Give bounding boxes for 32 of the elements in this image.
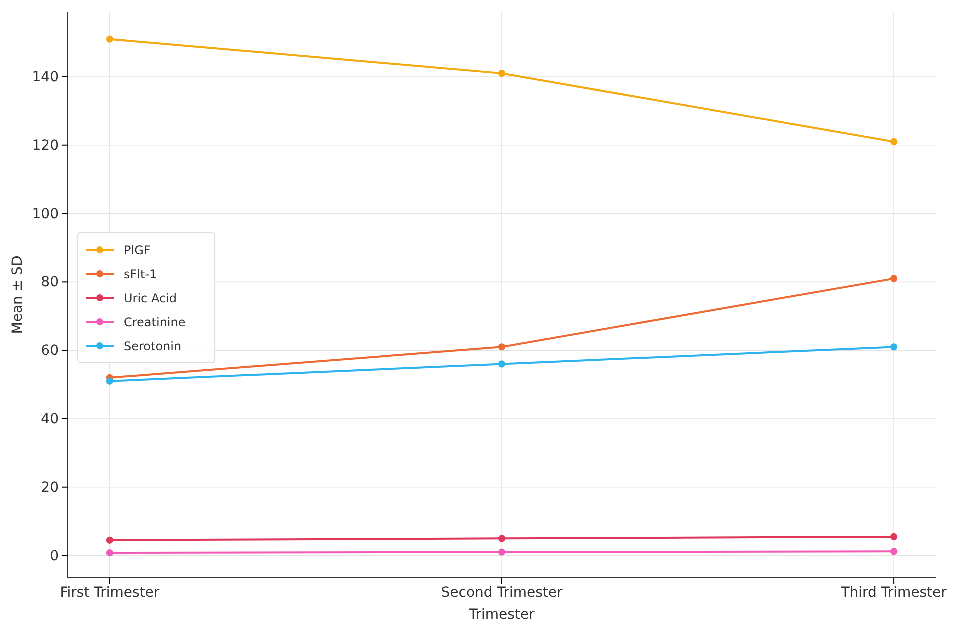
point [498, 548, 506, 556]
y-tick-label: 80 [41, 274, 59, 291]
point [106, 36, 114, 43]
point [890, 275, 898, 282]
legend-label: sFlt-1 [124, 268, 158, 282]
y-tick-label: 140 [32, 69, 59, 86]
point [890, 138, 898, 146]
y-tick-label: 0 [50, 548, 59, 564]
x-tick-label: Third Trimester [840, 584, 948, 601]
point [890, 344, 898, 351]
point [498, 535, 506, 542]
x-tick-label: First Trimester [60, 584, 160, 601]
x-tick-label: Second Trimester [441, 584, 563, 601]
y-tick-label: 60 [41, 343, 59, 360]
point [498, 344, 506, 351]
y-tick-label: 20 [41, 480, 59, 496]
point [106, 536, 114, 544]
y-axis-title: Mean ± SD [10, 256, 26, 334]
point [106, 378, 114, 385]
point [890, 548, 898, 556]
legend-label: Uric Acid [124, 292, 178, 306]
point [890, 533, 898, 541]
point [498, 360, 506, 368]
legend-label: Serotonin [124, 340, 182, 354]
y-tick-label: 100 [32, 206, 59, 222]
y-tick-label: 40 [41, 411, 59, 428]
x-axis-title: Trimester [468, 607, 536, 623]
y-tick-label: 120 [32, 138, 59, 154]
point [106, 549, 114, 557]
legend-label: Creatinine [124, 316, 186, 330]
legend-label: PlGF [124, 244, 151, 258]
point [498, 70, 506, 78]
